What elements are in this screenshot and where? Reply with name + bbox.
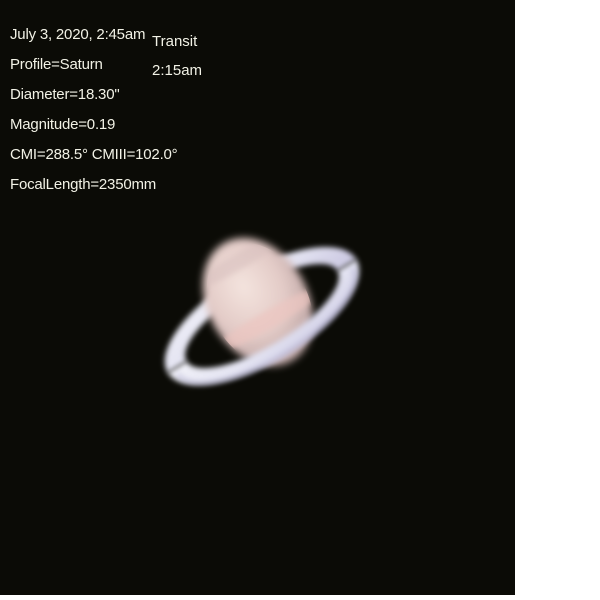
astro-photo: July 3, 2020, 2:45am Profile=Saturn Diam…: [0, 0, 515, 595]
transit-label: Transit: [152, 33, 198, 50]
transit-info: Transit 2:15am: [152, 27, 202, 85]
capture-info: July 3, 2020, 2:45am Profile=Saturn Diam…: [10, 20, 178, 200]
saturn-image: [164, 231, 360, 386]
focal-length-label: FocalLength=2350mm: [10, 176, 157, 193]
magnitude-label: Magnitude=0.19: [10, 116, 116, 133]
profile-label: Profile=Saturn: [10, 56, 103, 73]
capture-date-time: July 3, 2020, 2:45am: [10, 26, 146, 43]
diameter-label: Diameter=18.30": [10, 86, 120, 103]
saturn-ring-front: [167, 259, 360, 386]
central-meridian-label: CMI=288.5° CMIII=102.0°: [10, 146, 178, 163]
transit-time: 2:15am: [152, 62, 203, 79]
